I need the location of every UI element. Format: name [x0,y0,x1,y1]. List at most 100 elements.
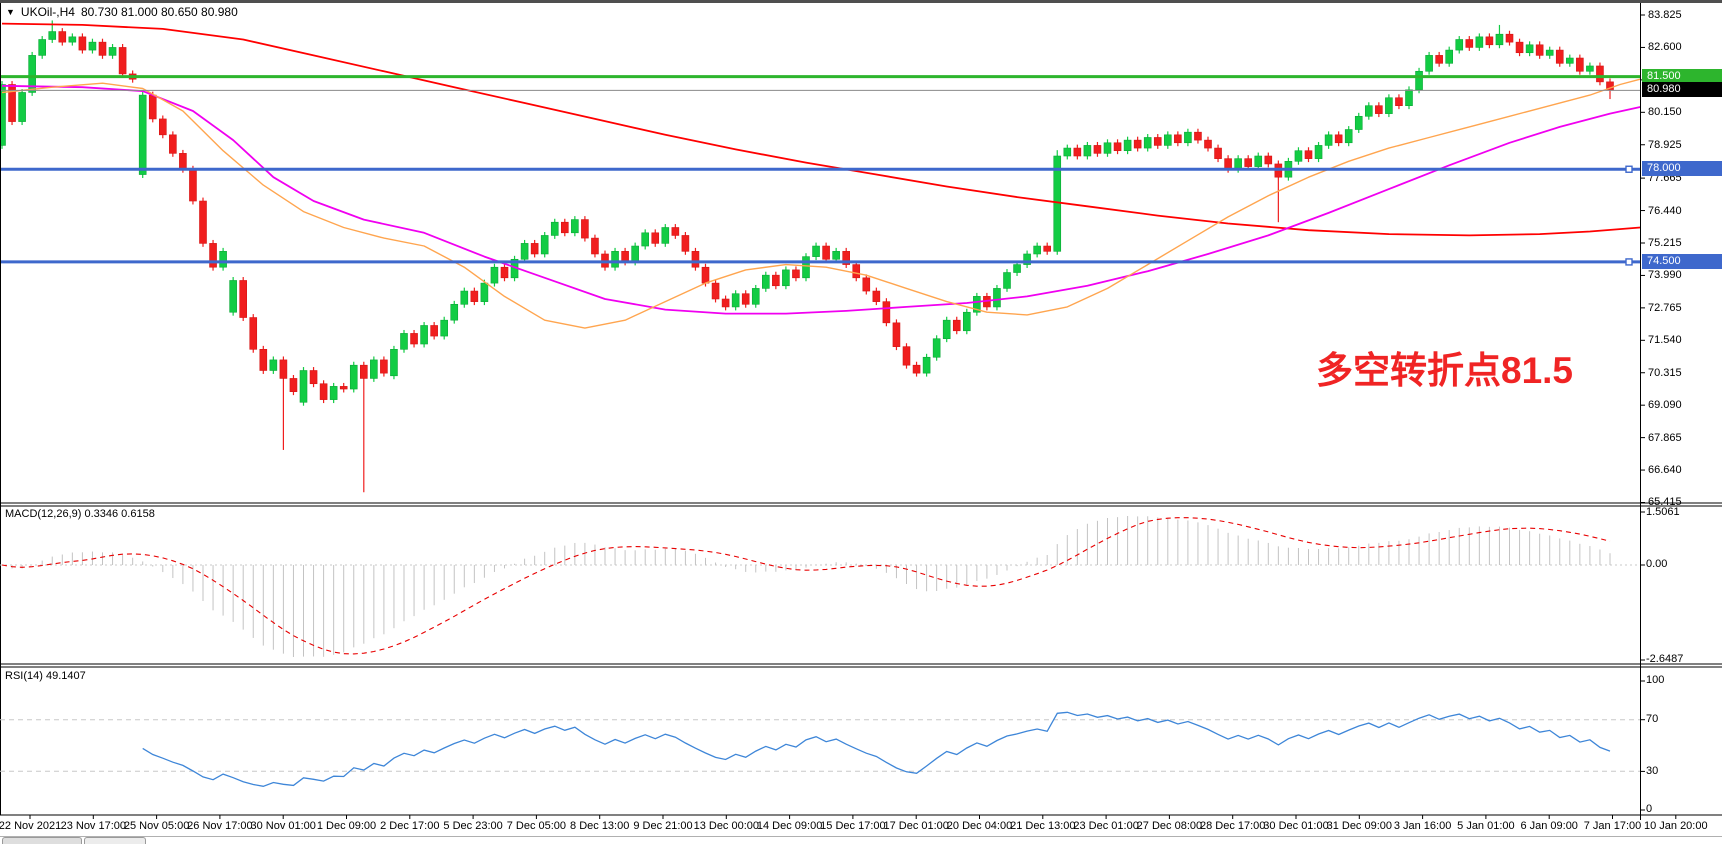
candle-body [349,364,358,390]
candle-body [621,251,629,263]
candle-body [1294,150,1303,162]
time-tick-label: 28 Dec 17:00 [1199,820,1266,832]
chart-header: ▼ UKOil-,H4 80.730 81.000 80.650 80.980 [6,5,238,19]
candle-body [1033,245,1041,255]
price-tick-label: 69.090 [1648,399,1682,412]
candle-body [1113,142,1122,152]
candle-body [370,359,378,379]
macd-axis-min: -2.6487 [1646,653,1684,665]
macd-indicator-label: MACD(12,26,9) 0.3346 0.6158 [5,508,155,520]
price-tick-label: 65.415 [1648,496,1682,509]
candle-body [1143,137,1152,149]
support-line-2-handle[interactable] [1625,258,1633,266]
candle-body [1043,245,1051,252]
candle-body [500,266,509,279]
time-tick-label: 5 Dec 23:00 [443,820,503,832]
time-tick-label: 30 Nov 01:00 [250,820,316,832]
candle-body [359,364,368,379]
support2-price-badge[interactable]: 74.500 [1642,253,1722,269]
candle-body [560,221,569,234]
candle-body [480,282,489,302]
candle-body [148,94,157,120]
candle-body [641,232,650,247]
candle-body [169,134,177,154]
time-tick-label: 23 Nov 17:00 [60,820,127,832]
time-tick-label: 23 Dec 01:00 [1073,820,1139,832]
candle-body [219,251,227,268]
candle-body [68,36,77,43]
price-tick-label: 71.540 [1648,334,1682,347]
candle-body [1545,49,1554,56]
slow-ma-red [1,22,1641,237]
time-tick-label: 10 Jan 20:00 [1643,820,1708,832]
chart-tab-1[interactable] [2,837,82,844]
candle-body [239,280,247,318]
candle-body [400,333,408,350]
candle-body [1314,145,1323,159]
window-top-border [0,0,1722,3]
candle-body [1344,129,1353,144]
candle-body [611,251,619,268]
candle-body [1133,139,1142,149]
candle-body [1003,272,1011,289]
candle-body [299,370,308,403]
candle-body [962,311,971,332]
candle-body [1586,65,1594,72]
candle-body [550,221,559,236]
candle-body [1184,131,1192,144]
candle-body [430,325,438,337]
rsi-axis-30: 30 [1646,765,1659,777]
candle-body [902,346,911,366]
candle-body [591,237,599,255]
candle-body [1254,155,1263,167]
candle-body [0,84,6,146]
candle-body [98,41,107,56]
symbol-period-label: UKOil-,H4 [20,5,75,19]
candle-body [581,219,589,239]
support1-price-badge[interactable]: 78.000 [1642,161,1722,177]
candle-body [862,277,871,292]
candle-body [1174,134,1182,144]
candle-body [1495,33,1504,46]
time-tick-label: 15 Dec 17:00 [820,820,886,832]
candle-body [691,251,700,268]
candle-body [58,31,67,43]
time-tick-label: 26 Nov 17:00 [187,820,253,832]
candle-body [711,282,720,300]
bottom-divider [0,836,1722,837]
chart-menu-triangle-icon[interactable]: ▼ [6,7,15,17]
candle-body [38,39,47,56]
candle-body [701,266,710,284]
mid-ma-magenta [1,84,1641,315]
candle-body [1535,44,1544,56]
price-tick-label: 66.640 [1648,464,1682,477]
price-tick-label: 78.925 [1648,138,1682,151]
candle-body [1445,49,1453,64]
candle-body [319,383,328,400]
rsi-axis-0: 0 [1646,803,1653,815]
candle-body [380,359,388,374]
candle-body [450,303,459,321]
candle-body [661,227,670,244]
resistance-price-badge[interactable]: 81.500 [1642,68,1722,84]
candle-body [410,333,418,345]
candle-body [118,47,127,75]
candle-body [259,349,268,371]
candle-body [440,319,449,337]
candle-body [1465,39,1474,48]
candle-body [1505,33,1514,43]
candle-body [932,338,941,358]
candle-body [1596,65,1604,83]
chart-tab-2[interactable] [84,837,146,844]
candle-body [1164,134,1172,146]
ohlc-values: 80.730 81.000 80.650 80.980 [80,5,238,19]
time-tick-label: 20 Dec 04:00 [946,820,1013,832]
candle-body [1073,147,1082,157]
time-tick-label: 7 Dec 05:00 [506,820,567,832]
candle-body [1224,158,1232,170]
price-tick-label: 80.150 [1648,106,1682,119]
candle-body [1385,97,1393,114]
support-line-1-handle[interactable] [1625,165,1633,173]
candle-body [792,269,800,279]
